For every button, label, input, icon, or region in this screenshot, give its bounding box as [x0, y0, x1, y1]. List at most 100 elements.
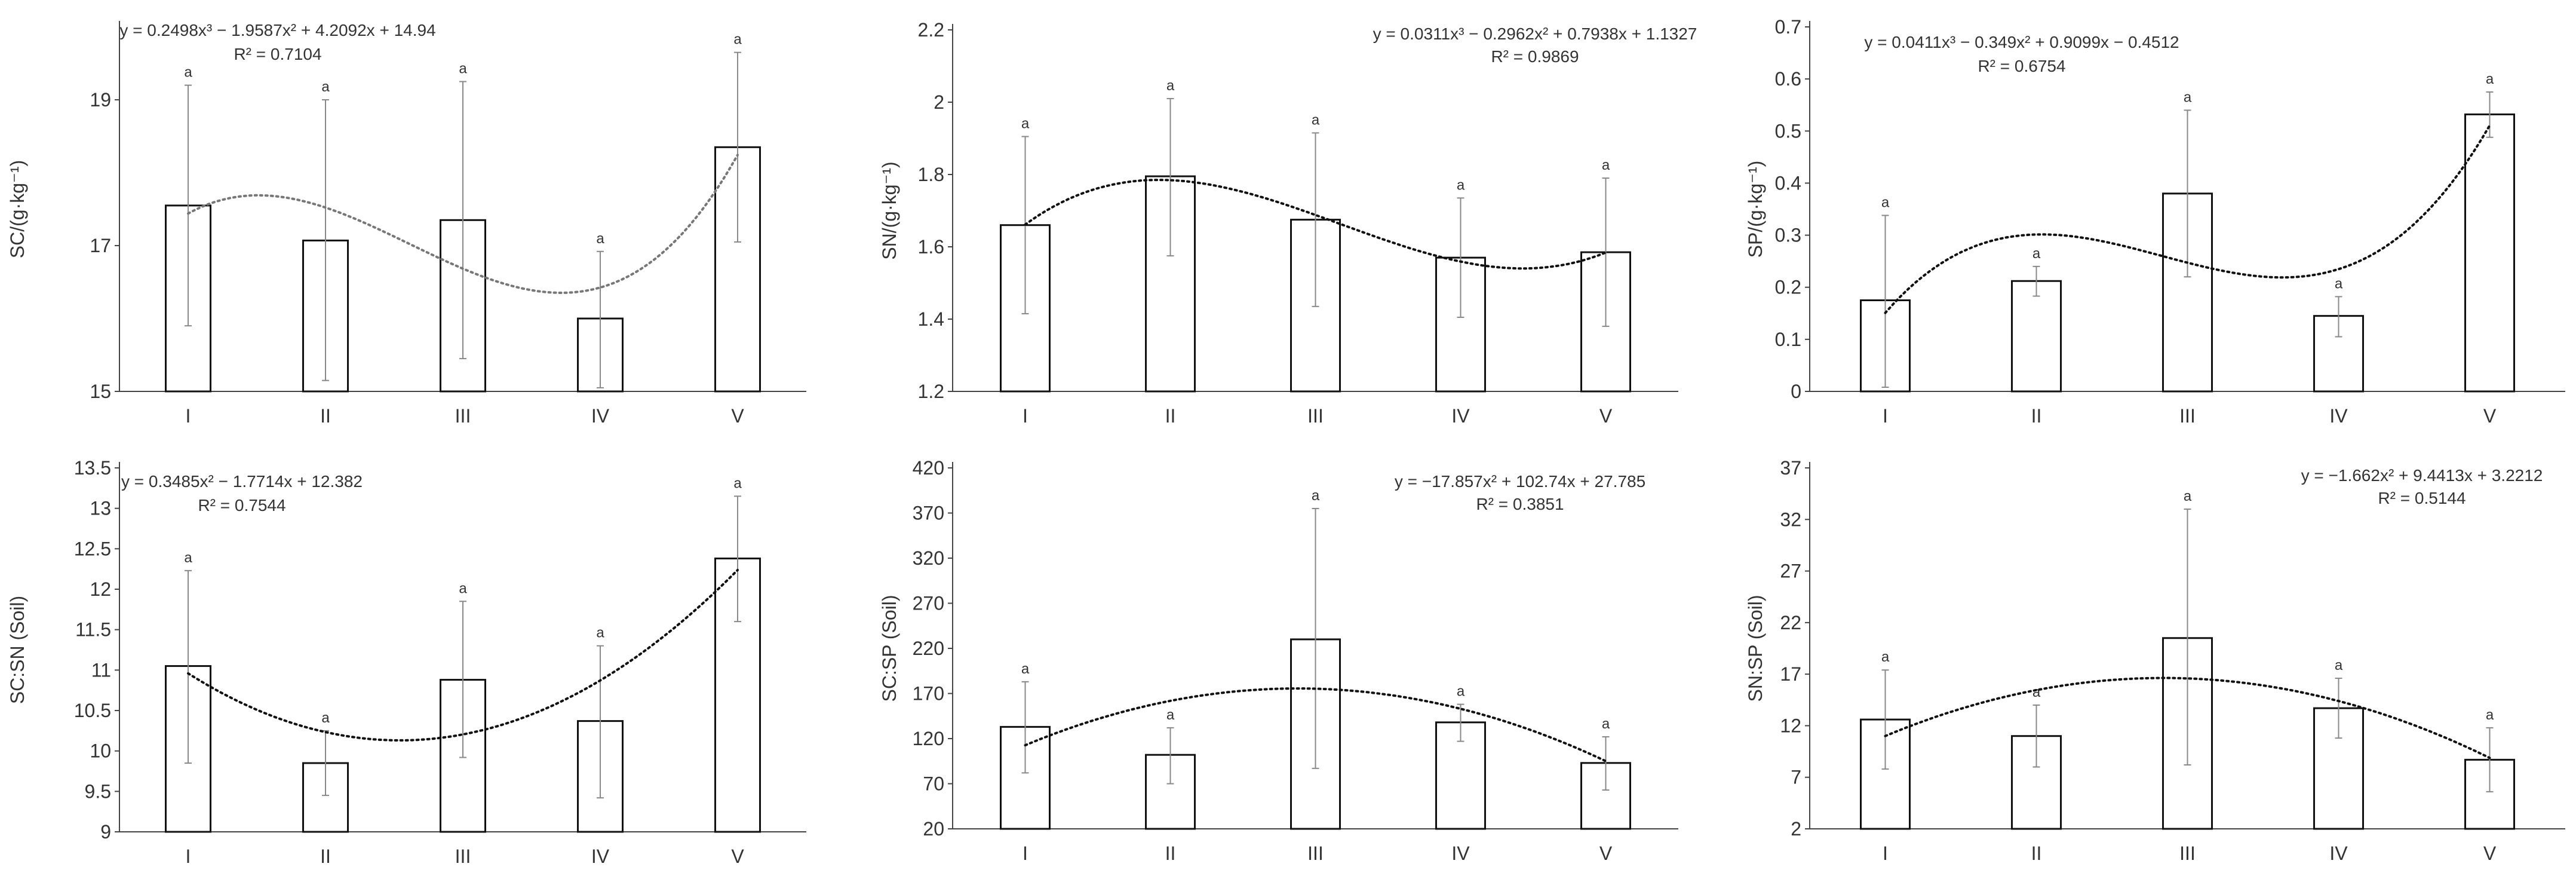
panel-2-xtick-label-0: I	[1883, 405, 1888, 427]
panel-4-ytick-label-2: 120	[913, 728, 944, 749]
panel-3-sig-letter-1: a	[321, 710, 330, 726]
panel-0-sig-letter-1: a	[321, 79, 330, 95]
panel-1-sig-letter-4: a	[1602, 157, 1610, 173]
panel-2-bar-4	[2464, 113, 2515, 393]
panel-2-ytick-label-2: 0.2	[1775, 277, 1801, 298]
panel-1-xtick-label-3: IV	[1451, 405, 1470, 427]
panel-1-xtick-label-0: I	[1023, 405, 1028, 427]
panel-3-sig-letter-0: a	[184, 550, 192, 566]
panel-2-equation: y = 0.0411x³ − 0.349x² + 0.9099x − 0.451…	[1864, 33, 2179, 51]
panel-3-ytick-label-5: 11.5	[75, 619, 111, 641]
panel-1-r-squared: R² = 0.9869	[1491, 47, 1579, 66]
panel-3-ytick-label-4: 11	[91, 659, 111, 681]
panel-0-ytick-label-0: 15	[90, 381, 111, 402]
panel-3-ytick-label-7: 12.5	[74, 538, 111, 559]
panel-2-sig-letter-2: a	[2184, 89, 2192, 105]
panel-0-trendline	[187, 154, 739, 295]
panel-5-r-squared: R² = 0.5144	[2378, 489, 2466, 507]
panel-3-xtick-label-2: III	[455, 846, 471, 867]
panel-5-xtick-label-4: V	[2483, 843, 2497, 864]
panel-1-ytick-label-1: 1.4	[918, 308, 944, 330]
panel-5-y-axis-title: SN:SP (Soil)	[1745, 595, 1766, 702]
panel-4-xtick-label-2: III	[1307, 843, 1324, 864]
panel-5-ytick-label-5: 27	[1780, 561, 1801, 582]
panel-2-ytick-label-5: 0.5	[1775, 120, 1801, 142]
panel-5-sig-letter-3: a	[2335, 657, 2343, 673]
panel-4-sig-letter-3: a	[1457, 684, 1465, 700]
panel-4-xtick-label-4: V	[1599, 843, 1613, 864]
panel-5-ytick-label-0: 2	[1791, 818, 1801, 840]
panel-1-sig-letter-1: a	[1166, 78, 1175, 94]
panel-4-r-squared: R² = 0.3851	[1476, 495, 1564, 513]
panel-3-y-axis-title: SC:SN (Soil)	[7, 596, 28, 704]
panel-1-equation: y = 0.0311x³ − 0.2962x² + 0.7938x + 1.13…	[1373, 25, 1697, 43]
panel-4-ytick-label-5: 270	[913, 593, 944, 614]
panel-0-sig-letter-0: a	[184, 65, 192, 81]
panel-1-sig-letter-3: a	[1457, 177, 1465, 193]
panel-2-ytick-label-3: 0.3	[1775, 225, 1801, 246]
panel-2-trendline	[1884, 124, 2491, 314]
panel-0-xtick-label-1: II	[320, 405, 331, 427]
panel-1-sig-letter-0: a	[1021, 115, 1030, 131]
panel-1-xtick-label-4: V	[1599, 405, 1613, 427]
panel-5-sig-letter-0: a	[1881, 649, 1890, 665]
panel-0-y-axis-title: SC/(g·kg⁻¹)	[7, 160, 28, 258]
panel-0-xtick-label-3: IV	[591, 405, 610, 427]
panel-2-xtick-label-2: III	[2179, 405, 2196, 427]
panel-4-equation: y = −17.857x² + 102.74x + 27.785	[1395, 472, 1645, 491]
panel-4-ytick-label-1: 70	[923, 773, 944, 795]
panel-3-ytick-label-0: 9	[100, 821, 111, 843]
panel-0-ytick-label-1: 17	[90, 235, 111, 256]
panel-1-xtick-label-1: II	[1165, 405, 1176, 427]
panel-3-ytick-label-1: 9.5	[85, 780, 111, 802]
panel-0-sig-letter-2: a	[459, 61, 467, 77]
panel-3-ytick-label-8: 13	[90, 498, 111, 519]
panel-5-equation: y = −1.662x² + 9.4413x + 3.2212	[2301, 466, 2543, 485]
panel-4-ytick-label-4: 220	[913, 638, 944, 659]
panel-0-equation: y = 0.2498x³ − 1.9587x² + 4.2092x + 14.9…	[119, 21, 435, 39]
panel-0-sig-letter-4: a	[733, 32, 742, 48]
panel-4-ytick-label-8: 420	[913, 457, 944, 479]
panel-2-r-squared: R² = 0.6754	[1978, 57, 2065, 75]
panel-2-xtick-label-1: II	[2031, 405, 2042, 427]
panel-0-xtick-label-2: III	[455, 405, 471, 427]
panel-4-ytick-label-3: 170	[913, 683, 944, 705]
panel-5-ytick-label-3: 17	[1780, 663, 1801, 685]
panel-1-ytick-label-5: 2.2	[918, 19, 944, 41]
panel-5-trendline	[1884, 676, 2491, 760]
panel-1-sig-letter-2: a	[1312, 112, 1320, 128]
panel-5-xtick-label-1: II	[2031, 843, 2042, 864]
panel-1-ytick-label-2: 1.6	[918, 236, 944, 258]
panel-4-sig-letter-1: a	[1166, 707, 1175, 723]
panel-3-ytick-label-2: 10	[90, 740, 111, 762]
panel-2-ytick-label-4: 0.4	[1775, 172, 1801, 194]
panel-5-ytick-label-1: 7	[1791, 767, 1801, 788]
panel-4-ytick-label-0: 20	[923, 818, 944, 840]
panel-3-ytick-label-6: 12	[90, 578, 111, 600]
panel-2-xtick-label-4: V	[2483, 405, 2497, 427]
panel-3-trendline	[187, 568, 739, 742]
panel-1-trendline	[1024, 179, 1607, 270]
panel-4-sig-letter-0: a	[1021, 661, 1030, 677]
panel-0-ytick-label-2: 19	[90, 89, 111, 111]
panel-5-ytick-label-7: 37	[1780, 457, 1801, 479]
panel-4-xtick-label-3: IV	[1451, 843, 1470, 864]
panel-3-r-squared: R² = 0.7544	[198, 496, 285, 515]
panel-0-xtick-label-4: V	[731, 405, 744, 427]
panel-3-sig-letter-4: a	[733, 475, 742, 491]
panel-0-sig-letter-3: a	[596, 231, 604, 247]
panel-5-sig-letter-2: a	[2184, 488, 2192, 504]
panel-3-xtick-label-4: V	[731, 846, 744, 867]
panel-2-ytick-label-7: 0.7	[1775, 16, 1801, 38]
panel-4-xtick-label-0: I	[1023, 843, 1028, 864]
panel-2-bar-1	[2011, 280, 2062, 393]
panel-5-xtick-label-0: I	[1883, 843, 1888, 864]
panel-0-r-squared: R² = 0.7104	[234, 45, 321, 63]
panel-4-sig-letter-2: a	[1312, 488, 1320, 504]
panel-3-sig-letter-3: a	[596, 625, 604, 641]
panel-1-ytick-label-0: 1.2	[918, 381, 944, 402]
panel-5-ytick-label-6: 32	[1780, 509, 1801, 530]
panel-3-sig-letter-2: a	[459, 580, 467, 596]
panel-2-ytick-label-1: 0.1	[1775, 329, 1801, 350]
